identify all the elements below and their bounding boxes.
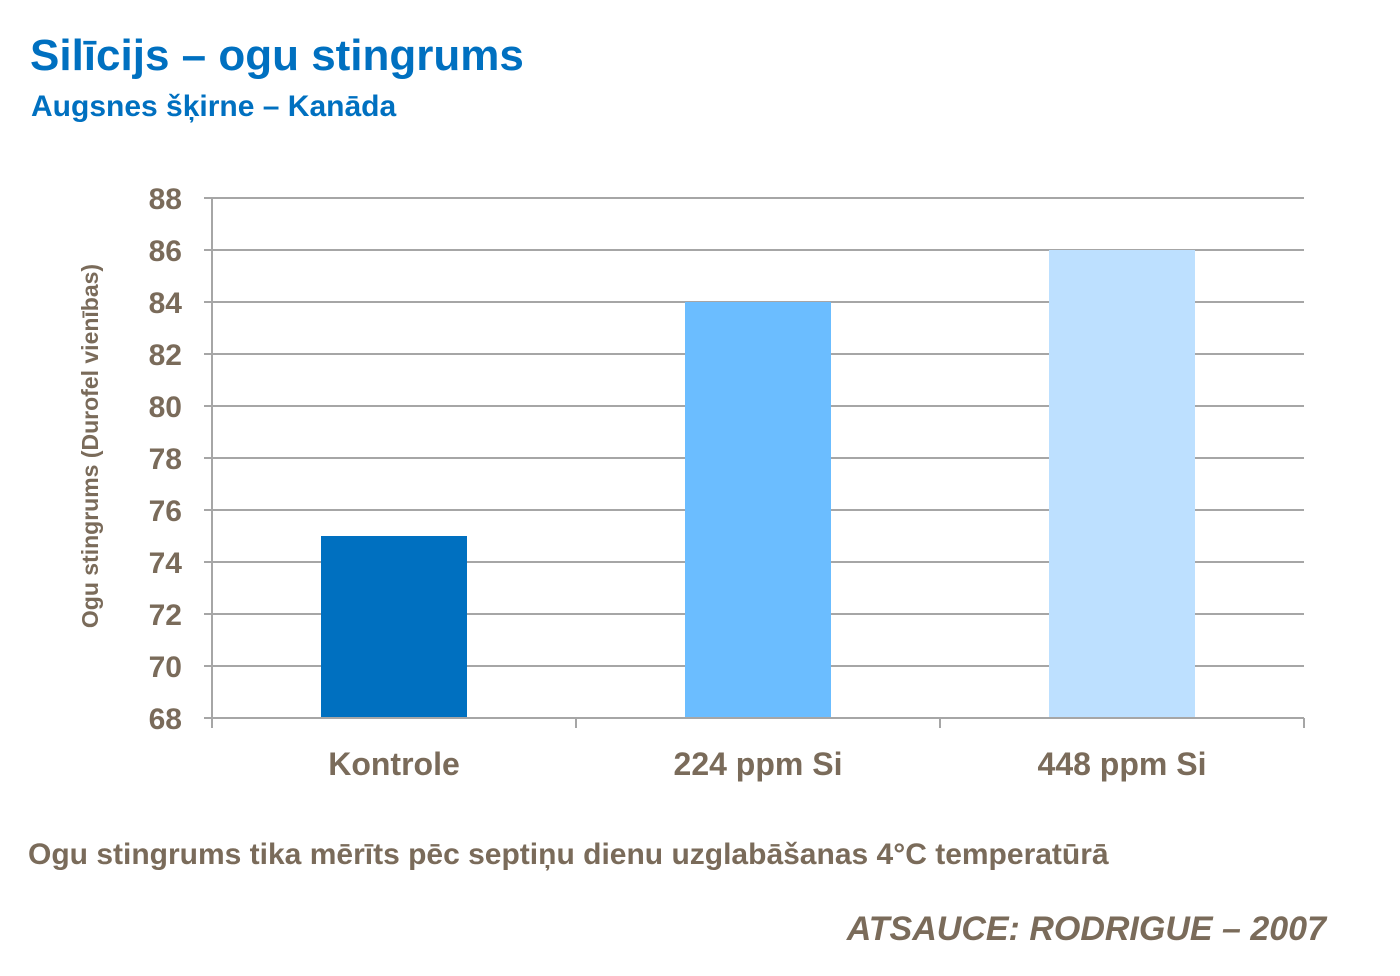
y-tick-label: 74 xyxy=(149,547,183,580)
y-axis-title: Ogu stingrums (Durofel vienības) xyxy=(77,264,103,628)
x-category-label: 448 ppm Si xyxy=(1038,746,1207,782)
y-tick-label: 86 xyxy=(149,235,182,268)
y-tick-label: 88 xyxy=(149,183,182,216)
bar-3 xyxy=(1049,250,1195,718)
y-tick-label: 76 xyxy=(149,495,182,528)
x-category-label: Kontrole xyxy=(328,746,460,782)
chart-subtitle: Augsnes šķirne – Kanāda xyxy=(31,90,397,123)
bar-2 xyxy=(685,302,831,718)
chart-title: Silīcijs – ogu stingrums xyxy=(30,31,524,80)
source-citation: ATSAUCE: RODRIGUE – 2007 xyxy=(846,910,1326,948)
y-tick-label: 68 xyxy=(149,703,182,736)
y-tick-label: 84 xyxy=(149,287,183,320)
y-tick-label: 72 xyxy=(149,599,182,632)
y-tick-label: 70 xyxy=(149,651,182,684)
footnote: Ogu stingrums tika mērīts pēc septiņu di… xyxy=(28,838,1109,871)
y-tick-label: 80 xyxy=(149,391,182,424)
x-category-label: 224 ppm Si xyxy=(674,746,843,782)
y-tick-label: 78 xyxy=(149,443,182,476)
y-tick-label: 82 xyxy=(149,339,182,372)
bar-1 xyxy=(321,536,467,718)
